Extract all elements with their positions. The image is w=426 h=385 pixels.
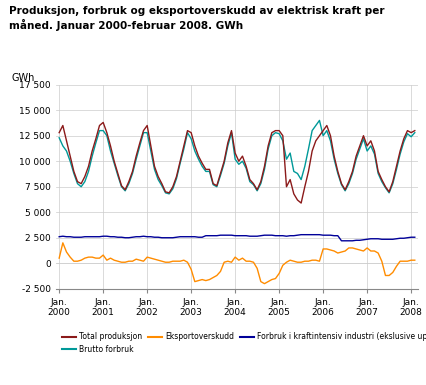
Text: Produksjon, forbruk og eksportoverskudd av elektrisk kraft per
måned. Januar 200: Produksjon, forbruk og eksportoverskudd … [9, 6, 383, 31]
Legend: Total produksjon, Brutto forbruk, Eksportoverskudd, Forbruk i kraftintensiv indu: Total produksjon, Brutto forbruk, Ekspor… [59, 329, 426, 357]
Text: GWh: GWh [12, 73, 35, 83]
